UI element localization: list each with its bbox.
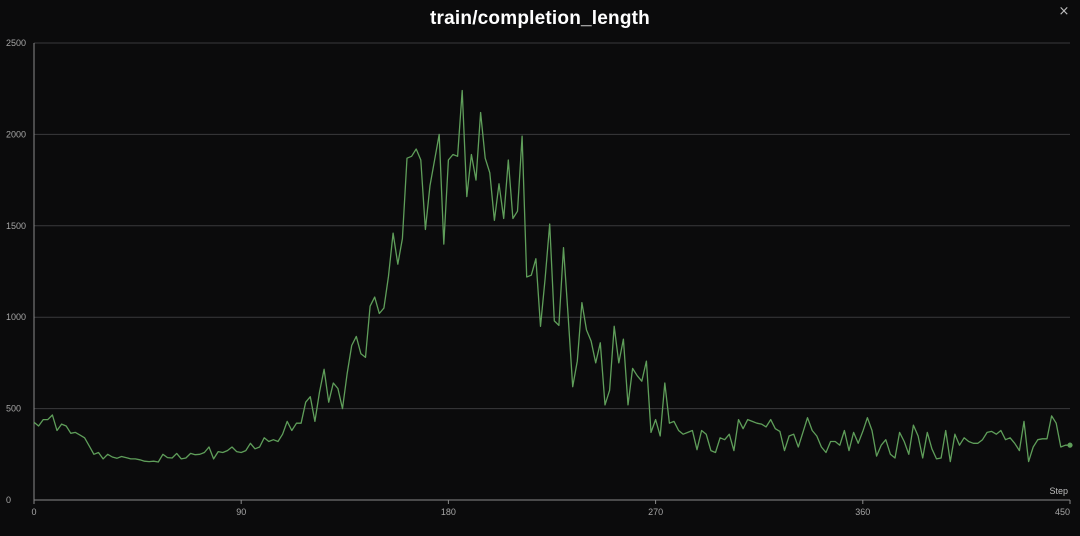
grid-lines [34,42,1070,410]
y-tick-label: 2500 [6,38,26,48]
y-tick-label: 500 [6,404,21,414]
x-tick-label: 270 [648,507,663,517]
x-axis-label: Step [1049,486,1068,496]
x-tick-label: 180 [441,507,456,517]
x-tick-label: 0 [31,507,36,517]
x-tick-label: 90 [236,507,246,517]
series-group [33,89,1073,463]
y-tick-label: 1500 [6,221,26,231]
y-tick-label: 2000 [6,129,26,139]
series-end-point [1067,442,1073,448]
x-tick-label: 450 [1055,507,1070,517]
chart-title: train/completion_length [430,8,650,29]
axes [33,43,1070,501]
close-icon[interactable]: × [1058,4,1070,19]
x-tick-label: 360 [855,507,870,517]
y-axis-ticks: 0 500 1000 1500 2000 2500 [6,38,26,505]
y-tick-label: 0 [6,495,11,505]
y-tick-label: 1000 [6,312,26,322]
x-axis-ticks: 0 90 180 270 360 450 [31,500,1071,517]
series-line [33,89,1070,463]
